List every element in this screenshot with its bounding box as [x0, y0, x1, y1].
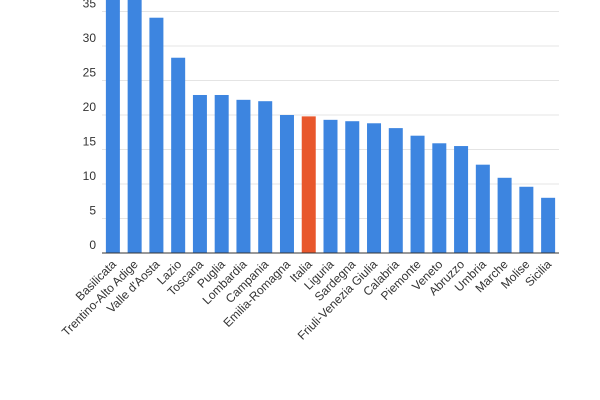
bar — [105, 0, 120, 254]
y-tick-label: 20 — [83, 100, 97, 114]
bar — [236, 99, 251, 253]
y-tick-label: 35 — [83, 0, 97, 11]
bar — [279, 115, 294, 253]
bar — [127, 0, 142, 254]
y-tick-label: 15 — [83, 135, 97, 149]
y-tick-label: 5 — [89, 204, 96, 218]
bar — [454, 146, 469, 253]
bar — [149, 17, 164, 254]
y-tick-label: 0 — [89, 238, 96, 252]
y-tick-label: 10 — [83, 169, 97, 183]
bar — [432, 143, 447, 253]
y-tick-label: 30 — [83, 31, 97, 45]
bar — [171, 57, 186, 254]
bar — [388, 128, 403, 253]
bar — [192, 94, 207, 254]
bar — [258, 101, 273, 253]
bar — [214, 94, 229, 254]
bar — [410, 135, 425, 253]
bar — [301, 116, 316, 253]
y-tick-label: 25 — [83, 66, 97, 80]
bar — [345, 121, 360, 254]
bar — [541, 197, 556, 253]
bar — [367, 123, 382, 253]
bar — [519, 186, 534, 253]
bar — [497, 177, 512, 253]
bar — [475, 164, 490, 253]
bar — [323, 119, 338, 253]
